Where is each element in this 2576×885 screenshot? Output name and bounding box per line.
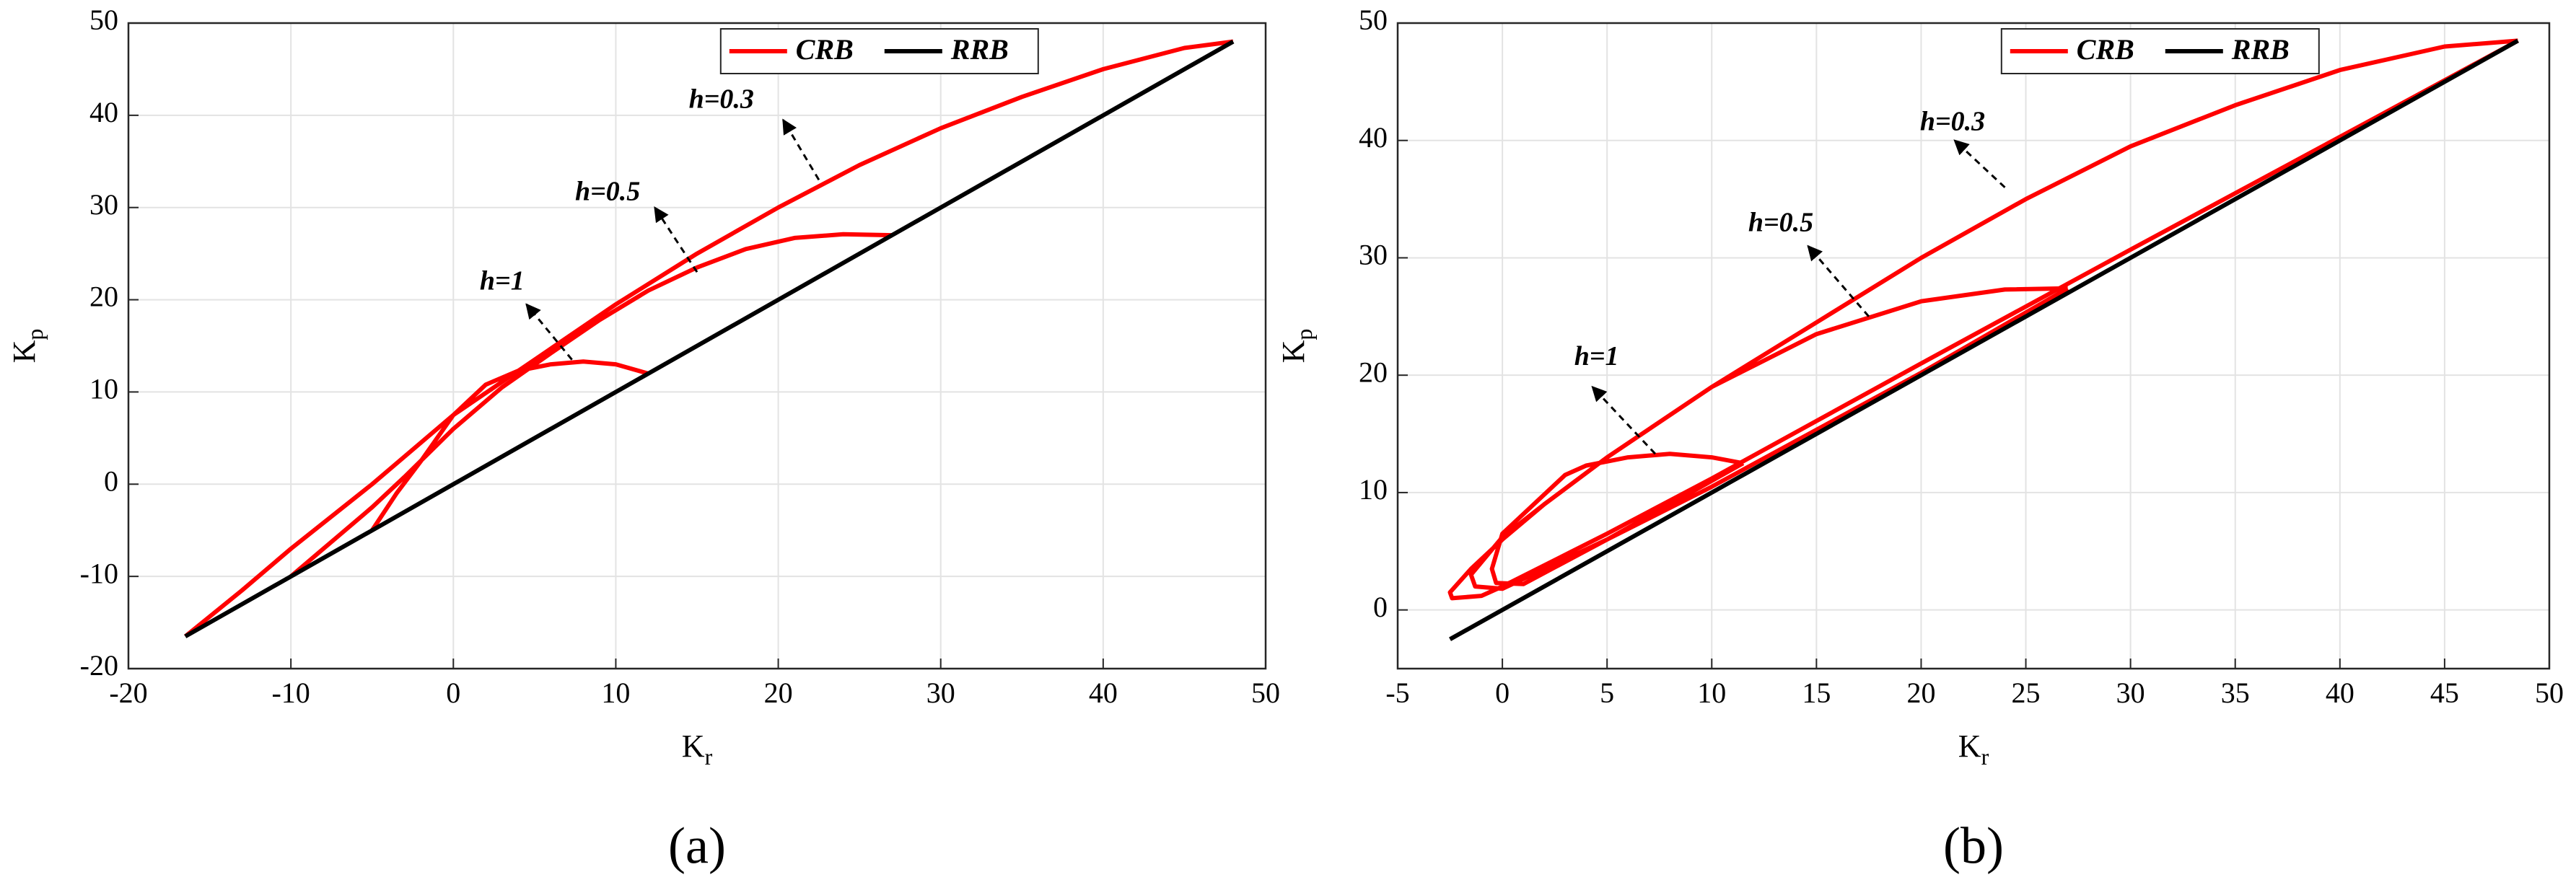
- y-tick-label: 0: [1373, 591, 1388, 623]
- legend-label: RRB: [950, 33, 1009, 66]
- y-axis-label-sub: p: [22, 329, 48, 340]
- x-tick-label: 25: [2012, 677, 2041, 709]
- x-tick-label: 15: [1802, 677, 1831, 709]
- x-tick-label: 5: [1600, 677, 1614, 709]
- annotation-arrow: [654, 206, 698, 273]
- legend-label: CRB: [2077, 33, 2134, 66]
- y-tick-label: -10: [80, 557, 118, 589]
- x-tick-label: 50: [1251, 677, 1280, 709]
- panel-label: (a): [668, 817, 726, 875]
- y-tick-label: 30: [1359, 239, 1388, 271]
- y-tick-label: 10: [89, 373, 118, 405]
- x-tick-label: 10: [1697, 677, 1726, 709]
- x-tick-label: 30: [926, 677, 955, 709]
- series-line: [184, 39, 1235, 638]
- x-axis-label-base: K: [682, 728, 705, 764]
- axes-box: [1396, 22, 2551, 670]
- x-tick-label: -5: [1385, 677, 1409, 709]
- y-axis-label-base: K: [6, 340, 42, 363]
- annotation: h=0.5: [575, 176, 640, 206]
- x-tick-label: 20: [1906, 677, 1935, 709]
- x-tick-label: 40: [2326, 677, 2354, 709]
- series-line: [183, 39, 1234, 638]
- y-tick-label: 10: [1359, 473, 1388, 506]
- legend-label: RRB: [2231, 33, 2290, 66]
- annotation: h=1: [480, 265, 525, 296]
- legend-label: CRB: [796, 33, 854, 66]
- x-tick-label: 50: [2535, 677, 2564, 709]
- annotation: h=0.3: [689, 84, 754, 114]
- y-tick-label: 20: [1359, 356, 1388, 388]
- series-line: [1447, 38, 2519, 601]
- series-line: [1449, 38, 2519, 641]
- annotation: h=0.5: [1748, 208, 1813, 238]
- x-tick-label: 0: [1495, 677, 1510, 709]
- axes-box: [127, 22, 1267, 670]
- x-tick-label: 20: [764, 677, 793, 709]
- y-axis-label: Kp: [1276, 329, 1317, 364]
- annotation-arrow: [1591, 385, 1657, 455]
- x-axis-label-sub: r: [705, 744, 713, 770]
- x-tick-label: 10: [601, 677, 630, 709]
- y-tick-label: 0: [104, 464, 118, 497]
- y-tick-label: 30: [89, 188, 118, 221]
- annotation: h=1: [1574, 341, 1619, 371]
- x-tick-label: 45: [2430, 677, 2459, 709]
- annotation-arrow: [525, 303, 573, 361]
- y-tick-label: 20: [89, 281, 118, 313]
- x-axis-label: Kr: [682, 728, 713, 770]
- y-axis-label-sub: p: [1291, 329, 1317, 340]
- y-axis-label: Kp: [6, 329, 48, 364]
- annotation: h=0.3: [1920, 107, 1985, 137]
- annotation-arrow: [1807, 245, 1870, 317]
- annotation-arrow: [782, 118, 820, 181]
- y-tick-label: 50: [1359, 4, 1388, 36]
- x-tick-label: -20: [109, 677, 147, 709]
- x-axis-label: Kr: [1958, 728, 1989, 770]
- x-tick-label: -10: [271, 677, 310, 709]
- x-axis-label-sub: r: [1981, 744, 1989, 770]
- y-tick-label: 40: [89, 96, 118, 128]
- y-tick-label: 40: [1359, 121, 1388, 154]
- x-tick-label: 0: [446, 677, 460, 709]
- panel: -20 -10 0 10 20 30 40 50-20-1001020304050KrKph=…: [6, 4, 1280, 770]
- y-tick-label: 50: [89, 4, 118, 36]
- x-tick-label: 30: [2116, 677, 2145, 709]
- panel-label: (b): [1943, 817, 2004, 875]
- x-tick-label: 40: [1089, 677, 1118, 709]
- y-axis-label-base: K: [1276, 340, 1311, 363]
- y-tick-label: -20: [80, 649, 118, 682]
- x-tick-label: 35: [2221, 677, 2250, 709]
- x-axis-label-base: K: [1958, 728, 1981, 764]
- panel: -5 0 5 10 15 20 25 30 35 40 45 5001020304050KrKph=0…: [1276, 4, 2564, 770]
